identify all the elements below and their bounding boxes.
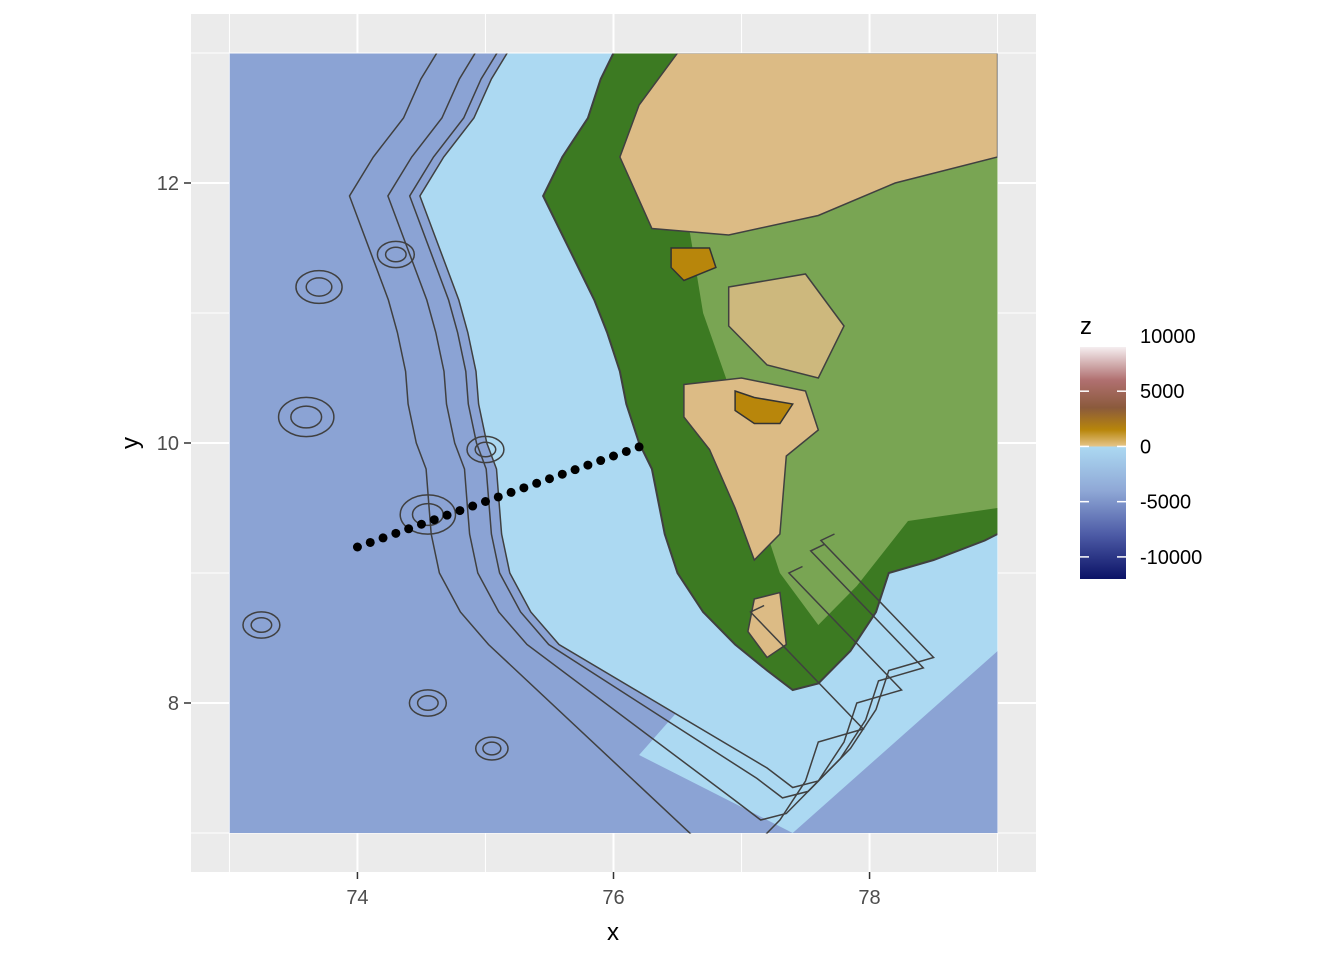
x-axis-ticks: 74 76 78 bbox=[346, 872, 881, 909]
nilgiri-peak bbox=[671, 248, 716, 281]
bathymetry-contour bbox=[387, 53, 904, 821]
transect-point bbox=[583, 460, 593, 470]
transect-point bbox=[378, 533, 388, 543]
legend-label: -5000 bbox=[1140, 492, 1191, 514]
elevation-contour bbox=[747, 591, 788, 659]
plateau-patch bbox=[728, 274, 844, 378]
y-tick-label: 10 bbox=[157, 433, 179, 455]
legend-colorbar bbox=[1080, 347, 1126, 579]
coast-contour bbox=[541, 53, 998, 692]
y-axis-title: y bbox=[117, 437, 144, 449]
x-tick-label: 78 bbox=[858, 887, 880, 909]
legend-label: 10000 bbox=[1140, 326, 1196, 348]
seamount-contour bbox=[290, 405, 323, 429]
transect-point bbox=[391, 528, 401, 538]
plateau-area bbox=[619, 53, 998, 235]
transect-point bbox=[404, 524, 414, 534]
x-axis-title: x bbox=[607, 919, 619, 946]
seamount-contour bbox=[474, 441, 497, 458]
seamount-contour bbox=[295, 269, 343, 305]
transect-point bbox=[570, 465, 580, 475]
seamount-contour bbox=[474, 736, 509, 761]
transect-point bbox=[480, 497, 490, 506]
seamount-contour bbox=[466, 435, 505, 464]
seamount-contour bbox=[416, 694, 439, 712]
elevation-contour bbox=[683, 377, 820, 562]
legend-ticks: 10000 5000 0 -5000 -10000 bbox=[1080, 326, 1202, 569]
seamount-contour bbox=[482, 741, 502, 756]
seamount-contour bbox=[250, 616, 273, 634]
anamudi-peak bbox=[735, 391, 793, 424]
anamalai-hills bbox=[683, 378, 819, 560]
transect-point bbox=[557, 469, 567, 479]
y-axis-ticks: 8 10 12 bbox=[157, 173, 191, 715]
transect-point bbox=[442, 510, 452, 520]
legend-label: -10000 bbox=[1140, 547, 1202, 569]
elevation-contour bbox=[727, 273, 845, 379]
legend-label: 5000 bbox=[1140, 381, 1185, 403]
seamount-contour bbox=[399, 494, 457, 535]
transect-point bbox=[468, 501, 478, 511]
peak-contour bbox=[734, 389, 794, 425]
elevation-contour bbox=[619, 53, 998, 236]
elevation-raster bbox=[229, 53, 998, 833]
transect-points bbox=[352, 442, 644, 552]
x-tick-label: 76 bbox=[602, 887, 624, 909]
transect-point bbox=[506, 487, 516, 497]
transect-point bbox=[493, 492, 503, 502]
transect-point bbox=[429, 515, 439, 525]
transect-point bbox=[455, 506, 465, 516]
legend: z 10000 5000 0 -5000 -10000 bbox=[1080, 313, 1202, 579]
y-tick-label: 8 bbox=[168, 693, 179, 715]
seamount-contour bbox=[305, 277, 333, 297]
transect-point bbox=[365, 537, 375, 547]
legend-label: 0 bbox=[1140, 436, 1151, 458]
seamount-contour bbox=[277, 396, 335, 438]
y-tick-label: 12 bbox=[157, 173, 179, 195]
peak-contour bbox=[670, 247, 717, 282]
transect-point bbox=[621, 446, 631, 456]
seamount-contour bbox=[408, 689, 448, 717]
bathymetry-contour bbox=[419, 53, 936, 789]
seamount-contour bbox=[376, 240, 416, 269]
transect-point bbox=[596, 456, 606, 466]
bathymetry-contour bbox=[348, 53, 865, 834]
seamount-contour bbox=[384, 246, 407, 263]
transect-point bbox=[609, 451, 618, 461]
transect-point bbox=[352, 542, 362, 552]
transect-point bbox=[532, 478, 542, 488]
seamount-contour bbox=[242, 611, 281, 639]
transect-point bbox=[416, 519, 426, 529]
transect-point bbox=[519, 483, 529, 493]
x-tick-label: 74 bbox=[346, 887, 368, 909]
transect-point bbox=[544, 474, 554, 484]
transect-point bbox=[634, 442, 644, 452]
legend-title: z bbox=[1080, 313, 1092, 340]
